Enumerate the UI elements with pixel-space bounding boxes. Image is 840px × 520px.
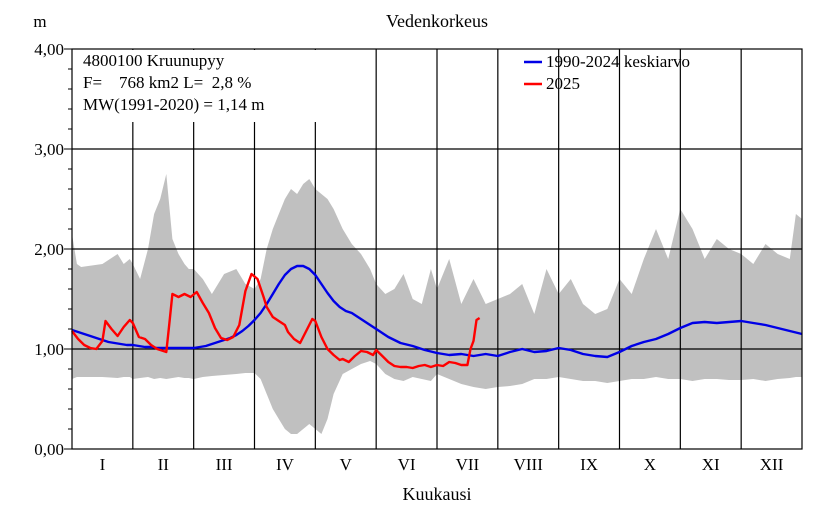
- legend-label-2025: 2025: [546, 74, 580, 93]
- grid-lines: [72, 49, 802, 449]
- mean-water-level: MW(1991-2020) = 1,14 m: [83, 95, 264, 114]
- legend: 1990-2024 keskiarvo 2025: [524, 52, 690, 93]
- y-axis-unit: m: [33, 12, 46, 31]
- info-box-background: [77, 50, 322, 122]
- series-lines: [71, 264, 803, 370]
- series-line-mean: [71, 264, 803, 359]
- y-tick-label: 4,00: [34, 40, 64, 59]
- axes: [64, 48, 803, 450]
- month-label: II: [158, 455, 170, 474]
- info-box: 4800100 Kruunupyy F= 768 km2 L= 2,8 % MW…: [77, 50, 322, 122]
- month-label: IX: [580, 455, 598, 474]
- y-tick-label: 1,00: [34, 340, 64, 359]
- y-tick-label: 2,00: [34, 240, 64, 259]
- y-tick-labels: 0,00 1,00 2,00 3,00 4,00: [34, 40, 64, 459]
- month-label: VII: [456, 455, 480, 474]
- legend-label-mean: 1990-2024 keskiarvo: [546, 52, 690, 71]
- catchment-area: F= 768 km2 L= 2,8 %: [83, 73, 251, 92]
- y-tick-label: 0,00: [34, 440, 64, 459]
- month-label: VIII: [514, 455, 544, 474]
- month-label: XII: [760, 455, 784, 474]
- month-label: I: [100, 455, 106, 474]
- month-label: III: [216, 455, 233, 474]
- month-labels: I II III IV V VI VII VIII IX X XI XII: [100, 455, 784, 474]
- month-label: X: [644, 455, 656, 474]
- x-axis-title: Kuukausi: [403, 484, 472, 504]
- month-label: VI: [398, 455, 416, 474]
- y-tick-label: 3,00: [34, 140, 64, 159]
- series-line-2025: [71, 272, 481, 370]
- month-label: IV: [276, 455, 295, 474]
- station-name: 4800100 Kruunupyy: [83, 51, 225, 70]
- month-label: V: [340, 455, 353, 474]
- chart-title: Vedenkorkeus: [386, 11, 488, 31]
- month-label: XI: [702, 455, 720, 474]
